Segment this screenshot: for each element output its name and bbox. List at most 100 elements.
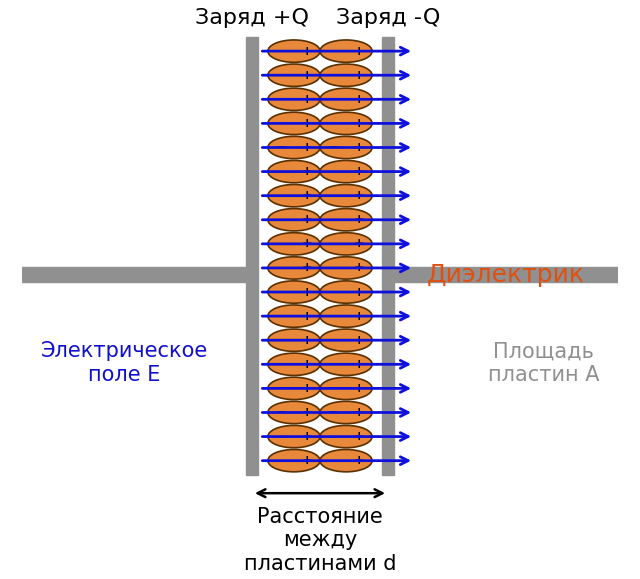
Ellipse shape [320,401,372,424]
Ellipse shape [268,136,320,159]
Ellipse shape [320,329,372,351]
Text: −: − [276,382,286,395]
Text: Заряд -Q: Заряд -Q [336,8,440,28]
Ellipse shape [320,64,372,86]
Text: −: − [276,237,286,250]
Ellipse shape [320,256,372,279]
Text: +: + [301,69,312,82]
Text: −: − [328,406,339,419]
Text: −: − [276,358,286,371]
Ellipse shape [268,64,320,86]
Ellipse shape [320,88,372,111]
Text: +: + [301,237,312,250]
Text: +: + [354,430,364,443]
Ellipse shape [268,329,320,351]
Text: −: − [328,93,339,106]
Text: +: + [301,430,312,443]
Ellipse shape [268,401,320,424]
Bar [246,37,258,475]
Ellipse shape [268,426,320,448]
Ellipse shape [320,449,372,472]
Ellipse shape [268,233,320,255]
Text: −: − [276,189,286,202]
Text: −: − [276,165,286,178]
Text: −: − [276,213,286,226]
Ellipse shape [268,281,320,303]
Text: +: + [301,165,312,178]
Text: −: − [328,454,339,467]
Text: Заряд +Q: Заряд +Q [195,8,309,28]
Text: +: + [354,382,364,395]
Text: +: + [354,213,364,226]
Text: +: + [354,237,364,250]
Ellipse shape [320,112,372,134]
Text: −: − [328,117,339,130]
Text: +: + [301,93,312,106]
Text: +: + [301,141,312,154]
Text: −: − [276,310,286,323]
Ellipse shape [268,353,320,375]
Text: −: − [276,454,286,467]
Text: −: − [328,285,339,299]
Text: +: + [301,454,312,467]
Text: +: + [354,69,364,82]
Text: Электрическое
поле E: Электрическое поле E [41,341,208,384]
Text: +: + [301,285,312,299]
Text: −: − [328,189,339,202]
Ellipse shape [320,305,372,327]
Ellipse shape [320,353,372,375]
Ellipse shape [320,208,372,231]
Text: +: + [354,334,364,347]
Bar [394,267,618,282]
Text: −: − [276,141,286,154]
Text: +: + [354,310,364,323]
Text: +: + [301,358,312,371]
Ellipse shape [268,256,320,279]
Text: +: + [354,406,364,419]
Ellipse shape [320,40,372,63]
Text: +: + [301,262,312,274]
Text: +: + [354,141,364,154]
Ellipse shape [320,136,372,159]
Text: +: + [354,165,364,178]
Text: −: − [328,165,339,178]
Ellipse shape [268,208,320,231]
Ellipse shape [268,378,320,400]
Ellipse shape [268,112,320,134]
Ellipse shape [268,160,320,183]
Text: +: + [354,285,364,299]
Ellipse shape [268,449,320,472]
Bar [258,37,382,475]
Ellipse shape [320,378,372,400]
Text: −: − [276,117,286,130]
Text: −: − [276,93,286,106]
Text: +: + [301,45,312,58]
Text: −: − [328,213,339,226]
Text: +: + [354,45,364,58]
Text: +: + [354,262,364,274]
Ellipse shape [268,40,320,63]
Text: −: − [276,430,286,443]
Text: −: − [328,382,339,395]
Bar [22,267,246,282]
Text: −: − [328,45,339,58]
Text: Диэлектрик: Диэлектрик [427,262,585,287]
Text: +: + [301,334,312,347]
Text: −: − [276,285,286,299]
Ellipse shape [268,88,320,111]
Ellipse shape [320,160,372,183]
Bar [382,37,394,475]
Ellipse shape [268,185,320,207]
Text: Площадь
пластин A: Площадь пластин A [488,341,599,384]
Text: −: − [328,334,339,347]
Text: −: − [328,262,339,274]
Text: +: + [301,406,312,419]
Text: −: − [276,45,286,58]
Text: −: − [328,141,339,154]
Text: −: − [276,69,286,82]
Text: −: − [328,69,339,82]
Text: +: + [301,310,312,323]
Text: Расстояние
между
пластинами d: Расстояние между пластинами d [244,507,396,574]
Text: −: − [328,310,339,323]
Ellipse shape [320,281,372,303]
